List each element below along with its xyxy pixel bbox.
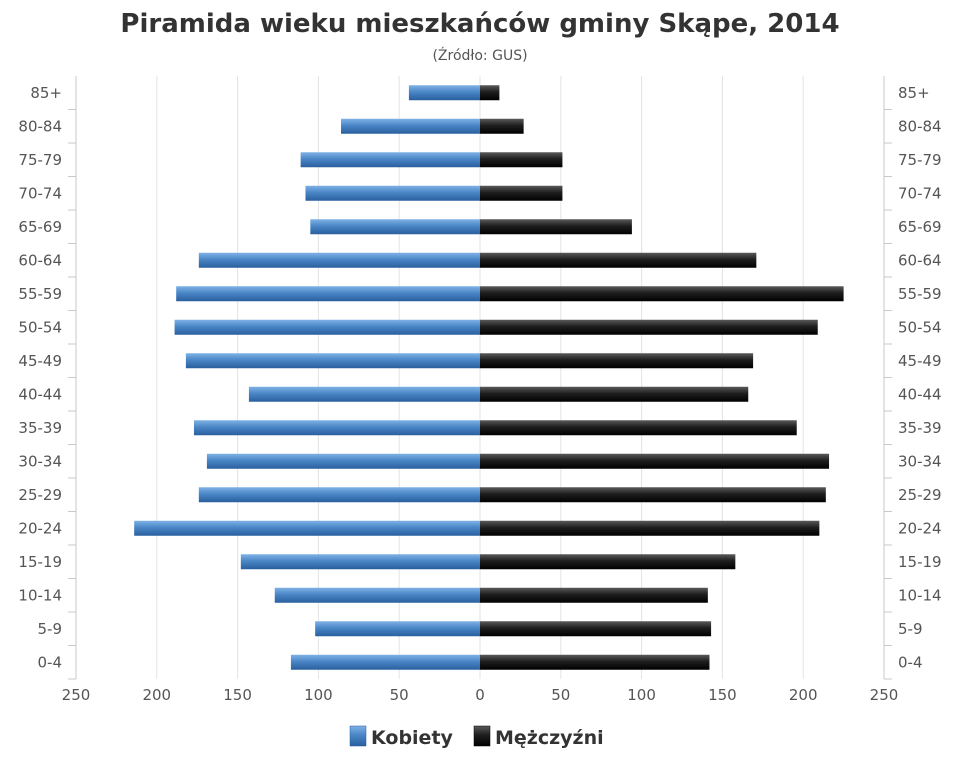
bar-kobiety	[198, 252, 481, 268]
axes	[68, 76, 892, 680]
category-label-left: 65-69	[18, 218, 62, 236]
chart-title: Piramida wieku mieszkańców gminy Skąpe, …	[120, 9, 839, 39]
legend-label-kobiety: Kobiety	[371, 727, 454, 749]
legend-swatch-kobiety	[349, 725, 367, 747]
category-label-left: 75-79	[18, 151, 62, 169]
category-label-right: 50-54	[898, 318, 942, 336]
x-tick-label: 0	[475, 686, 485, 704]
category-label-right: 65-69	[898, 218, 942, 236]
x-tick-label: 250	[62, 686, 91, 704]
bar-mezczyzni	[480, 587, 708, 603]
bar-kobiety	[240, 554, 480, 570]
bar-mezczyzni	[480, 654, 710, 670]
legend-label-mezczyzni: Mężczyźni	[495, 727, 604, 749]
category-label-left: 20-24	[18, 519, 62, 537]
category-label-right: 25-29	[898, 486, 942, 504]
category-label-left: 40-44	[18, 385, 62, 403]
legend-swatch-mezczyzni	[473, 725, 491, 747]
bar-mezczyzni	[480, 118, 524, 134]
category-label-right: 60-64	[898, 251, 942, 269]
bar-mezczyzni	[480, 252, 757, 268]
x-tick-label: 250	[870, 686, 899, 704]
x-tick-label: 150	[223, 686, 252, 704]
bar-mezczyzni	[480, 621, 712, 637]
category-label-left: 55-59	[18, 285, 62, 303]
category-label-left: 0-4	[38, 653, 63, 671]
bar-kobiety	[290, 654, 480, 670]
bar-mezczyzni	[480, 152, 563, 168]
bar-mezczyzni	[480, 554, 736, 570]
bar-kobiety	[174, 319, 481, 335]
category-label-right: 75-79	[898, 151, 942, 169]
category-label-left: 25-29	[18, 486, 62, 504]
bar-kobiety	[198, 487, 481, 503]
x-tick-label: 50	[390, 686, 409, 704]
chart-subtitle: (Źródło: GUS)	[432, 46, 527, 64]
category-label-right: 20-24	[898, 519, 942, 537]
bar-kobiety	[315, 621, 480, 637]
bar-kobiety	[305, 185, 480, 201]
bar-kobiety	[408, 85, 480, 101]
category-label-left: 35-39	[18, 419, 62, 437]
category-label-left: 70-74	[18, 184, 62, 202]
category-label-left: 5-9	[38, 620, 63, 638]
bar-mezczyzni	[480, 487, 826, 503]
category-label-left: 50-54	[18, 318, 62, 336]
bar-kobiety	[274, 587, 480, 603]
x-tick-label: 100	[627, 686, 656, 704]
category-label-right: 0-4	[898, 653, 923, 671]
bar-kobiety	[185, 353, 480, 369]
x-tick-label: 50	[551, 686, 570, 704]
bar-mezczyzni	[480, 286, 844, 302]
x-tick-label: 100	[304, 686, 333, 704]
category-label-left: 85+	[30, 84, 62, 102]
x-tick-label: 200	[142, 686, 171, 704]
bar-kobiety	[310, 219, 480, 235]
bar-kobiety	[134, 520, 480, 536]
bar-kobiety	[176, 286, 480, 302]
category-label-right: 30-34	[898, 452, 942, 470]
category-label-right: 5-9	[898, 620, 923, 638]
category-label-right: 85+	[898, 84, 930, 102]
category-label-left: 30-34	[18, 452, 62, 470]
category-label-right: 45-49	[898, 352, 942, 370]
bar-mezczyzni	[480, 353, 754, 369]
gridlines	[156, 76, 804, 679]
category-label-right: 80-84	[898, 117, 942, 135]
category-label-right: 35-39	[898, 419, 942, 437]
x-tick-label: 150	[708, 686, 737, 704]
bar-kobiety	[341, 118, 480, 134]
bars	[134, 85, 844, 670]
bar-kobiety	[193, 420, 480, 436]
category-label-right: 15-19	[898, 553, 942, 571]
x-axis-ticks: 250 200 150 100 50 0 50 100 150 200 250	[62, 686, 899, 704]
category-label-right: 40-44	[898, 385, 942, 403]
category-label-left: 45-49	[18, 352, 62, 370]
bar-kobiety	[248, 386, 480, 402]
bar-mezczyzni	[480, 319, 818, 335]
bar-kobiety	[300, 152, 480, 168]
bar-kobiety	[206, 453, 480, 469]
legend: Kobiety Mężczyźni	[349, 725, 604, 749]
bar-mezczyzni	[480, 520, 820, 536]
bar-mezczyzni	[480, 185, 563, 201]
category-labels-left: 85+ 80-84 75-79 70-74 65-69 60-64 55-59 50-54 45…	[18, 84, 62, 672]
bar-mezczyzni	[480, 386, 749, 402]
bar-mezczyzni	[480, 219, 632, 235]
category-label-left: 15-19	[18, 553, 62, 571]
x-tick-label: 200	[789, 686, 818, 704]
legend-item-mezczyzni[interactable]: Mężczyźni	[473, 725, 604, 749]
category-label-left: 60-64	[18, 251, 62, 269]
category-label-right: 10-14	[898, 586, 942, 604]
category-label-right: 70-74	[898, 184, 942, 202]
category-label-left: 10-14	[18, 586, 62, 604]
bar-mezczyzni	[480, 453, 830, 469]
category-label-left: 80-84	[18, 117, 62, 135]
legend-item-kobiety[interactable]: Kobiety	[349, 725, 454, 749]
bar-mezczyzni	[480, 85, 500, 101]
bar-mezczyzni	[480, 420, 797, 436]
category-labels-right: 85+ 80-84 75-79 70-74 65-69 60-64 55-59 50-54 45…	[898, 84, 942, 672]
category-label-right: 55-59	[898, 285, 942, 303]
